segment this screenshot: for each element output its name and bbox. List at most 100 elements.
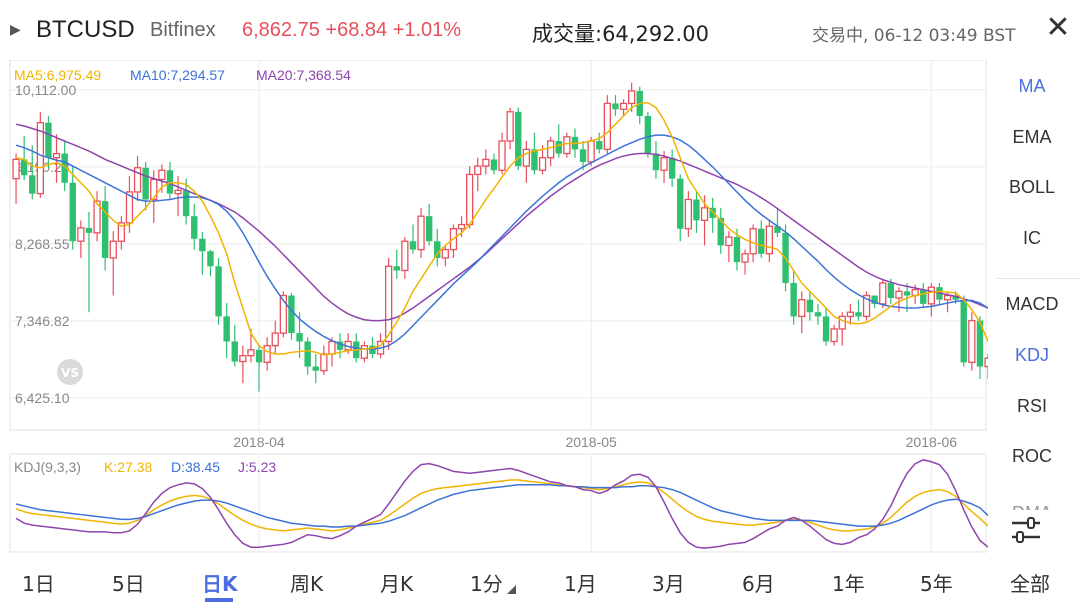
- candle-body-up: [628, 90, 636, 105]
- candle-body-up: [109, 240, 117, 259]
- ma-legend-entry: MA10:7,294.57: [130, 67, 225, 83]
- candle-body-up: [619, 102, 628, 110]
- candle-body-down: [20, 159, 28, 176]
- price-change: 6,862.75 +68.84 +1.01%: [242, 19, 462, 41]
- tab-1min[interactable]: 1分: [470, 572, 503, 596]
- candle-body-up: [830, 328, 838, 343]
- candle-body-up: [133, 167, 142, 193]
- candle-body-up: [12, 158, 20, 180]
- candle-body-down: [182, 190, 190, 217]
- kdj-legend-entry: D:38.45: [171, 459, 220, 475]
- ma20-line: [15, 123, 988, 322]
- candle-body-down: [393, 266, 400, 271]
- tab-daily-k[interactable]: 日K: [202, 572, 238, 596]
- candle-body-up: [93, 200, 101, 234]
- indicator-ic[interactable]: IC: [1023, 228, 1041, 248]
- candle-body-up: [862, 294, 871, 318]
- tab-weekly-k[interactable]: 周K: [290, 572, 324, 596]
- candle-body-up: [239, 355, 247, 363]
- ma5-line: [15, 101, 988, 356]
- candle-body-down: [555, 141, 562, 154]
- tab-1y[interactable]: 1年: [832, 572, 865, 596]
- candle-body-up: [320, 353, 328, 372]
- candle-body-up: [52, 152, 61, 159]
- candle-body-down: [312, 366, 319, 371]
- candle-body-up: [846, 311, 854, 318]
- active-tab-indicator: [205, 598, 233, 602]
- indicator-sidebar: MA EMA BOLL IC MACD KDJ RSI ROC DMA: [992, 60, 1080, 548]
- tab-1d[interactable]: 1日: [22, 572, 55, 596]
- main-plot-frame: [9, 60, 987, 431]
- candle-body-down: [960, 299, 967, 363]
- candle-body-up: [457, 223, 466, 230]
- period-tabs: 1日 5日 日K 周K 月K 1分 1月 3月 6月 1年 5年 全部: [0, 560, 1080, 608]
- candle-body-up: [603, 102, 611, 151]
- candle-body-up: [879, 282, 887, 305]
- market-status: 交易中, 06-12 03:49 BST: [812, 26, 1016, 46]
- exchange-name: Bitfinex: [150, 19, 216, 41]
- symbol-title[interactable]: BTCUSD: [36, 16, 135, 43]
- chart-area[interactable]: 10,112.009,190.288,268.557,346.826,425.1…: [0, 60, 988, 560]
- candle-body-down: [191, 216, 198, 239]
- tab-5d[interactable]: 5日: [112, 572, 145, 596]
- candle-body-down: [255, 349, 263, 363]
- candle-body-down: [531, 149, 538, 171]
- candle-body-down: [596, 141, 603, 150]
- candle-body-down: [903, 291, 911, 296]
- close-icon[interactable]: ✕: [1045, 10, 1071, 45]
- candle-body-down: [855, 312, 862, 317]
- candle-body-up: [271, 332, 279, 347]
- candle-body-down: [717, 217, 724, 246]
- candle-body-up: [547, 140, 555, 159]
- indicator-dma[interactable]: DMA: [992, 496, 1072, 510]
- ma-legend-entry: MA20:7,368.54: [256, 67, 351, 83]
- y-tick-label: 10,112.00: [15, 82, 76, 98]
- indicator-ema[interactable]: EMA: [1012, 127, 1052, 147]
- kdj-line-j: [15, 459, 988, 549]
- expand-icon[interactable]: ▶: [10, 22, 21, 38]
- indicator-roc[interactable]: ROC: [1012, 446, 1052, 466]
- settings-sliders-icon[interactable]: [1008, 512, 1044, 548]
- candle-body-down: [490, 159, 498, 171]
- candle-body-up: [984, 357, 988, 368]
- candle-body-up: [660, 157, 668, 171]
- tab-6m[interactable]: 6月: [742, 572, 775, 596]
- indicator-rsi[interactable]: RSI: [1016, 396, 1047, 416]
- candle-body-up: [36, 121, 44, 195]
- header-bar: ▶ BTCUSD Bitfinex 6,862.75 +68.84 +1.01%…: [0, 0, 1080, 60]
- candle-body-up: [328, 340, 336, 355]
- tab-3m[interactable]: 3月: [652, 572, 685, 596]
- indicator-macd[interactable]: MACD: [1005, 294, 1059, 314]
- candle-body-up: [587, 140, 595, 163]
- candle-body-up: [538, 157, 547, 171]
- candle-body-up: [117, 222, 125, 242]
- candle-body-up: [895, 290, 903, 299]
- indicator-kdj[interactable]: KDJ: [1014, 345, 1049, 365]
- x-tick-label: 2018-05: [565, 434, 617, 450]
- indicator-boll[interactable]: BOLL: [1008, 177, 1056, 197]
- candle-body-up: [465, 173, 474, 226]
- kdj-line-d: [15, 484, 988, 528]
- candle-body-down: [668, 157, 676, 179]
- tab-monthly-k[interactable]: 月K: [380, 572, 414, 596]
- indicator-ma[interactable]: MA: [1018, 76, 1046, 96]
- candle-body-up: [838, 315, 846, 330]
- candle-body-down: [369, 345, 376, 354]
- candle-body-down: [223, 316, 230, 342]
- candle-body-up: [125, 191, 134, 224]
- candle-body-up: [798, 299, 806, 318]
- tab-all[interactable]: 全部: [1010, 572, 1050, 596]
- candle-body-down: [733, 237, 741, 263]
- candle-body-up: [684, 198, 692, 230]
- tab-1m[interactable]: 1月: [564, 572, 597, 596]
- candle-body-down: [61, 153, 68, 183]
- candle-body-up: [765, 225, 773, 255]
- x-tick-label: 2018-06: [906, 434, 958, 450]
- candle-body-down: [814, 312, 822, 317]
- ma-legend-entry: MA5:6,975.49: [14, 67, 101, 83]
- candle-body-down: [693, 199, 700, 221]
- tab-5y[interactable]: 5年: [920, 572, 953, 596]
- candle-body-down: [304, 341, 311, 367]
- candle-body-down: [199, 238, 206, 252]
- candle-body-up: [174, 189, 182, 195]
